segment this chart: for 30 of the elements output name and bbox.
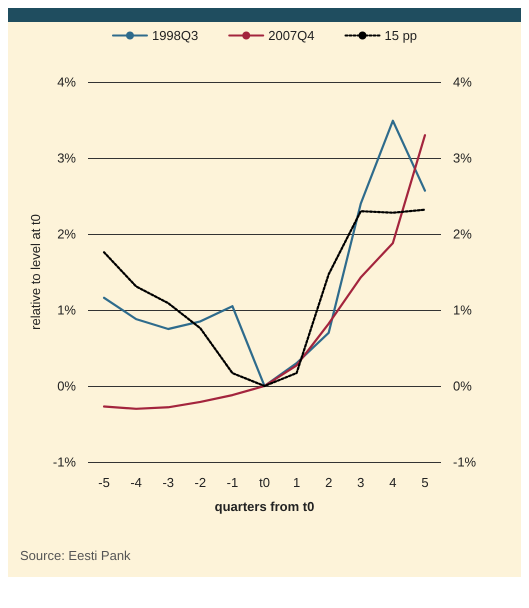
x-tick-label: t0 xyxy=(259,475,270,490)
y2-tick-label: 3% xyxy=(453,150,472,166)
x-tick-label: -2 xyxy=(194,475,206,490)
y-tick-label: 0% xyxy=(57,378,76,394)
y2-tick-label: -1% xyxy=(453,454,477,470)
x-axis-title: quarters from t0 xyxy=(214,499,314,514)
y-tick-label: 1% xyxy=(57,302,76,318)
y-axis-title: relative to level at t0 xyxy=(28,214,43,330)
x-tick-label: 2 xyxy=(325,475,332,490)
x-tick-label: 5 xyxy=(421,475,429,490)
y-tick-label: 3% xyxy=(57,150,76,166)
x-tick-label: 4 xyxy=(389,475,396,490)
y2-tick-label: 1% xyxy=(453,302,472,318)
x-tick-label: -1 xyxy=(226,475,238,490)
legend-label: 15 pp xyxy=(384,28,418,43)
y2-tick-label: 0% xyxy=(453,378,472,394)
legend-label: 2007Q4 xyxy=(268,28,314,43)
legend-label: 1998Q3 xyxy=(152,28,198,43)
x-tick-label: -3 xyxy=(162,475,174,490)
y-tick-label: -1% xyxy=(52,454,76,470)
x-tick-label: 3 xyxy=(357,475,364,490)
y-tick-label: 4% xyxy=(57,74,76,90)
source-note: Source: Eesti Pank xyxy=(19,547,132,565)
x-tick-label: -4 xyxy=(130,475,142,490)
y2-tick-label: 4% xyxy=(453,74,472,90)
line-series xyxy=(102,208,426,388)
x-tick-label: 1 xyxy=(292,475,300,490)
y-tick-label: 2% xyxy=(57,226,76,242)
y2-tick-label: 2% xyxy=(453,226,472,242)
x-tick-label: -5 xyxy=(98,475,110,490)
